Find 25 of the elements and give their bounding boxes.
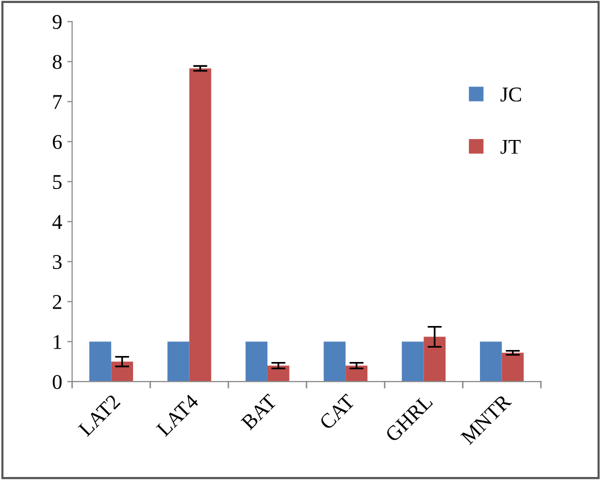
bar [324, 342, 346, 382]
y-tick-label: 2 [52, 295, 62, 309]
y-tick-label: 0 [52, 374, 62, 390]
bar [89, 342, 112, 382]
bar [267, 366, 290, 382]
y-tick-label: 5 [53, 175, 62, 190]
x-tick-label: CAT [318, 393, 356, 430]
bar [346, 366, 368, 382]
y-tick-label: 3 [52, 255, 62, 270]
bar [424, 336, 446, 382]
y-tick-label: 1 [54, 335, 62, 349]
legend-label: JC [500, 88, 521, 102]
y-tick-label: 9 [52, 15, 62, 30]
legend-label: JT [500, 140, 521, 154]
bar [480, 342, 502, 382]
bar [246, 342, 268, 382]
bar [111, 362, 134, 382]
y-tick-label: 7 [53, 95, 62, 109]
y-tick-label: 6 [52, 135, 62, 150]
bar [502, 352, 524, 382]
y-tick-label: 4 [52, 215, 62, 229]
bar [189, 68, 212, 382]
bar [167, 342, 190, 382]
y-tick-label: 8 [52, 54, 62, 70]
bar [402, 342, 424, 382]
